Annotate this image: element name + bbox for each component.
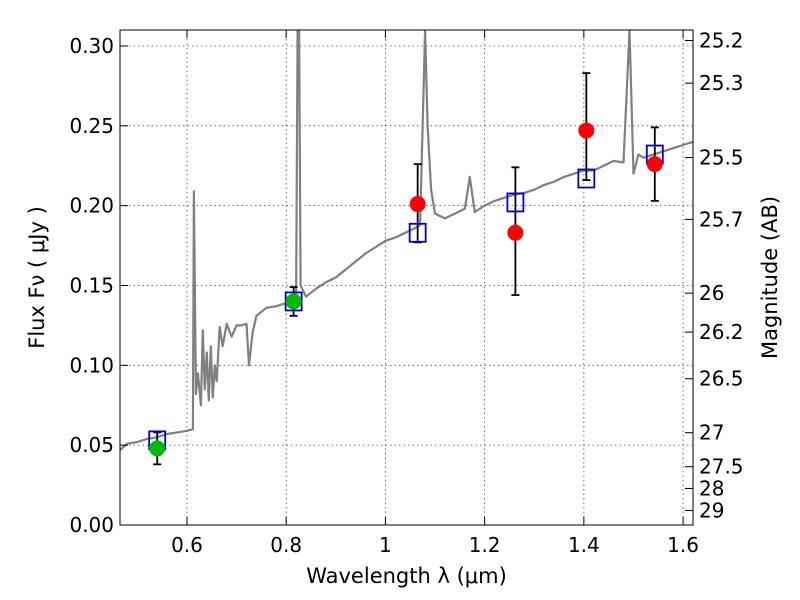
- model-photometry-square: [408, 222, 427, 243]
- mag-tick-label: 25.2: [699, 29, 744, 53]
- y-tick-label: 0.15: [69, 273, 114, 297]
- y-tick-label: 0.00: [69, 513, 114, 537]
- ticks: 0.6 0.8 1 1.2 1.4 1.6 0.00 0.05 0.10 0.15 0.20 0.25…: [69, 29, 743, 557]
- mag-tick-label: 25.3: [699, 71, 744, 95]
- y-axis-right-label: Magnitude (AB): [758, 196, 782, 359]
- x-tick-label: 0.6: [171, 533, 203, 557]
- mag-tick-label: 28: [699, 476, 724, 500]
- y-axis-label: Flux Fν ( μJy ): [25, 206, 49, 349]
- mag-tick-label: 29: [699, 498, 724, 522]
- y-tick-label: 0.05: [69, 433, 114, 457]
- grid: [120, 30, 693, 525]
- model-photometry-square: [577, 168, 596, 189]
- spectrum-line: [120, 30, 693, 451]
- observed-point: [149, 440, 166, 457]
- y-tick-label: 0.30: [69, 34, 114, 58]
- observed-point: [285, 293, 302, 310]
- mag-tick-label: 26: [699, 281, 724, 305]
- y-tick-label: 0.10: [69, 353, 114, 377]
- mag-tick-label: 27.5: [699, 455, 744, 479]
- x-axis-label: Wavelength λ (μm): [306, 564, 507, 588]
- x-tick-label: 1: [379, 533, 392, 557]
- mag-tick-label: 25.7: [699, 207, 744, 231]
- mag-tick-label: 27: [699, 421, 724, 445]
- observed-point: [409, 196, 426, 213]
- observed-point: [578, 122, 595, 139]
- x-tick-label: 1.4: [568, 533, 600, 557]
- y-tick-label: 0.25: [69, 114, 114, 138]
- mag-tick-label: 25.5: [699, 146, 744, 170]
- observed-point: [507, 224, 524, 241]
- y-tick-label: 0.20: [69, 194, 114, 218]
- x-tick-label: 1.6: [667, 533, 699, 557]
- mag-tick-label: 26.5: [699, 367, 744, 391]
- plot-area: [120, 30, 693, 466]
- model-photometry-square: [506, 192, 525, 213]
- observed-point: [646, 156, 663, 173]
- axes-frame: [119, 29, 694, 526]
- x-tick-label: 0.8: [270, 533, 302, 557]
- mag-tick-label: 26.2: [699, 320, 744, 344]
- x-tick-label: 1.2: [469, 533, 501, 557]
